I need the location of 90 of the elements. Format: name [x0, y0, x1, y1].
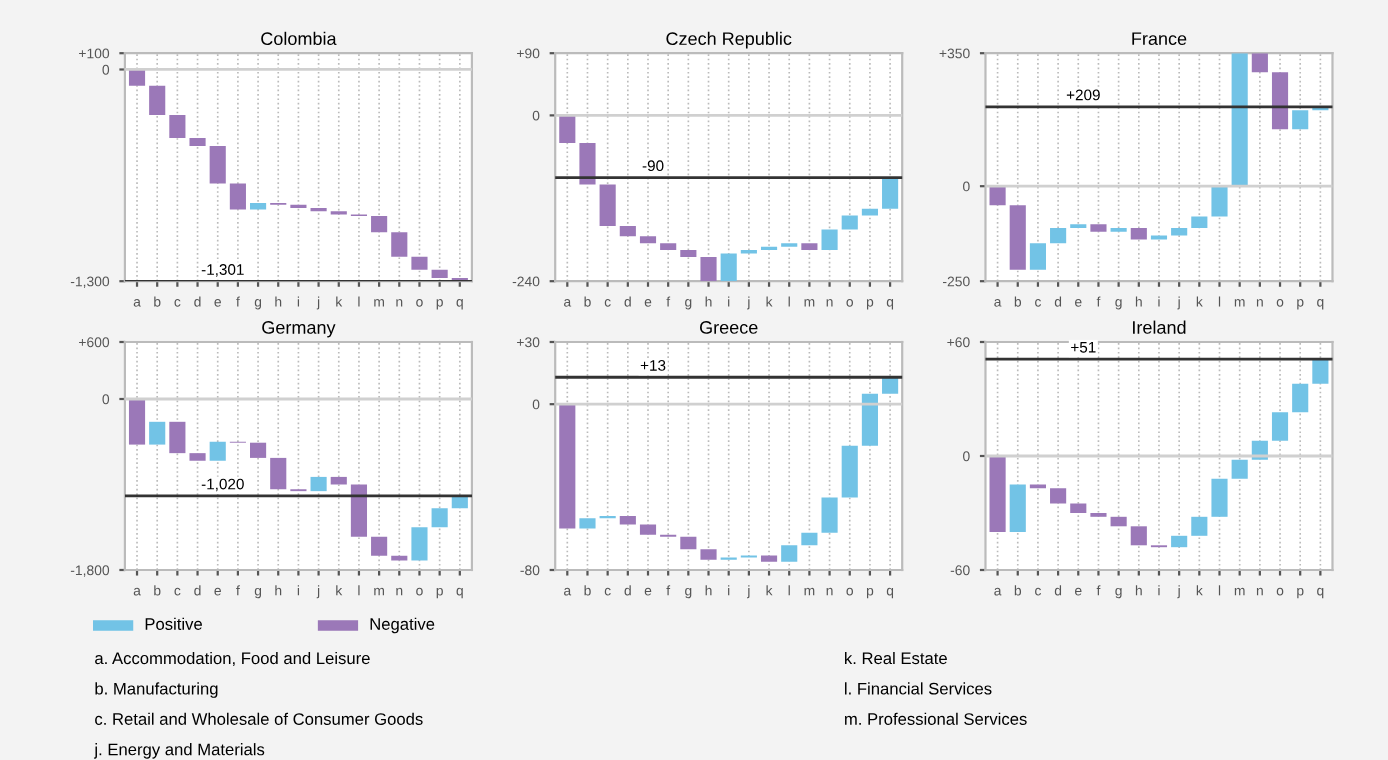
- bar: [1271, 72, 1289, 130]
- bar: [209, 441, 226, 461]
- bar: [371, 216, 388, 233]
- bar: [801, 243, 818, 251]
- bar: [350, 484, 368, 537]
- bar: [821, 229, 838, 251]
- bar: [1029, 243, 1046, 270]
- bar: [1130, 228, 1147, 240]
- text: b. Manufacturing: [95, 682, 218, 698]
- bar: [801, 532, 818, 546]
- bar: [1171, 228, 1188, 236]
- bar: [579, 143, 596, 185]
- bar: [1009, 484, 1026, 532]
- bar: [1191, 516, 1208, 536]
- bar: [1292, 383, 1309, 413]
- legend-label: Negative: [370, 617, 435, 634]
- chart-title: Greece: [700, 321, 758, 334]
- bar: [1009, 205, 1026, 270]
- bar: [680, 250, 697, 258]
- bar: [841, 445, 858, 498]
- bar: [169, 115, 186, 138]
- bar: [882, 177, 899, 209]
- bar: [1050, 228, 1067, 244]
- bar: [310, 476, 327, 492]
- bar: [559, 115, 576, 144]
- text: m. Professional Services: [845, 712, 1027, 725]
- bar: [660, 243, 677, 251]
- bar: [639, 236, 657, 244]
- bar: [250, 203, 267, 210]
- bar: [1251, 53, 1268, 73]
- bar: [371, 536, 388, 556]
- bar: [760, 555, 778, 562]
- bar: [1312, 359, 1329, 384]
- bar: [720, 253, 737, 282]
- bar: [1130, 526, 1147, 546]
- bar: [1110, 516, 1127, 527]
- bar: [1191, 216, 1208, 228]
- text: l. Financial Services: [845, 682, 992, 695]
- bar: [1211, 186, 1228, 217]
- bar: [391, 232, 408, 257]
- bar: [330, 476, 347, 485]
- bar: [1090, 224, 1107, 232]
- chart-title: Germany: [262, 321, 336, 338]
- bar: [1292, 110, 1309, 130]
- bar: [411, 527, 428, 561]
- bar: [599, 184, 616, 226]
- bar: [821, 497, 838, 533]
- text: k. Real Estate: [845, 651, 947, 665]
- bar: [149, 421, 166, 445]
- bar: [189, 453, 206, 461]
- bar: [619, 225, 636, 237]
- bar: [1211, 478, 1228, 517]
- chart-title: Colombia: [261, 31, 337, 46]
- bar: [781, 545, 798, 562]
- bar: [1231, 53, 1248, 187]
- bar: [619, 516, 636, 525]
- text: j. Energy and Materials: [93, 743, 265, 759]
- text: a. Accommodation, Food and Leisure: [95, 651, 370, 667]
- chart-title: France: [1132, 32, 1187, 46]
- bar: [700, 257, 717, 282]
- bar: [431, 508, 448, 528]
- bar: [149, 85, 166, 116]
- bar: [841, 215, 858, 230]
- bar: [431, 269, 448, 278]
- bar: [1271, 412, 1289, 441]
- bar: [639, 524, 657, 535]
- bar: [209, 146, 226, 184]
- bar: [169, 421, 186, 454]
- bar: [128, 399, 146, 445]
- bar: [680, 536, 697, 550]
- bar: [559, 404, 576, 529]
- bar: [1070, 503, 1087, 513]
- bar: [189, 137, 206, 147]
- bar: [579, 518, 596, 529]
- bar: [1050, 488, 1067, 504]
- chart-title: Czech Republic: [666, 31, 792, 49]
- bar: [250, 442, 267, 458]
- bar: [861, 208, 878, 216]
- bar: [861, 393, 878, 446]
- bar: [229, 183, 246, 210]
- bar: [1231, 459, 1248, 479]
- bar: [700, 549, 717, 560]
- text: c. Retail and Wholesale of Consumer Goods: [95, 712, 423, 725]
- chart-title: Ireland: [1133, 320, 1186, 334]
- bar: [1171, 535, 1188, 548]
- bar: [989, 456, 1006, 532]
- bar: [391, 555, 408, 561]
- bar: [270, 457, 287, 490]
- legend-label: Positive: [145, 617, 202, 630]
- bar: [411, 256, 428, 270]
